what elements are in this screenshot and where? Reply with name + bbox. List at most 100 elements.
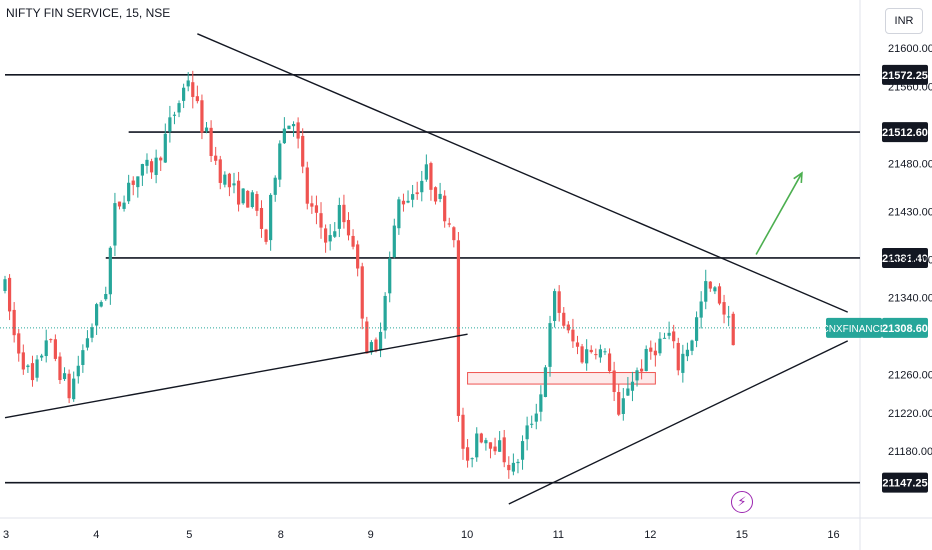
candle-body xyxy=(406,201,409,203)
candle-body xyxy=(196,96,199,101)
candle-body xyxy=(191,82,194,97)
candle-body xyxy=(498,440,501,452)
candle-body xyxy=(13,310,16,335)
candle-body xyxy=(686,350,689,356)
symbol-tag-label: CNXFINANCE xyxy=(821,324,886,335)
candle-body xyxy=(484,440,487,443)
candle-body xyxy=(319,213,322,227)
lightning-icon[interactable]: ⚡ xyxy=(731,491,753,513)
arrow-shaft xyxy=(756,173,802,255)
candle-body xyxy=(347,220,350,235)
candle-body xyxy=(480,434,483,443)
candle-body xyxy=(251,192,254,207)
candle-body xyxy=(132,181,135,185)
x-tick-label: 9 xyxy=(368,529,374,541)
candle-body xyxy=(700,301,703,317)
candle-body xyxy=(471,458,474,459)
candle-body xyxy=(292,124,295,126)
zone-box xyxy=(468,373,656,385)
candle-body xyxy=(246,191,249,208)
candle-body xyxy=(658,339,661,354)
candle-body xyxy=(553,291,556,321)
candle-body xyxy=(35,359,38,377)
chart-title: NIFTY FIN SERVICE, 15, NSE xyxy=(6,6,170,20)
candle-body xyxy=(155,158,158,175)
candle-body xyxy=(663,338,666,339)
candle-body xyxy=(576,342,579,346)
horizontal-levels: 21572.25 21512.60 21381.40 21147.25 xyxy=(5,65,928,493)
x-tick-label: 4 xyxy=(93,529,99,541)
currency-button[interactable]: INR xyxy=(885,8,923,34)
candle-body xyxy=(150,161,153,172)
candle-body xyxy=(599,349,602,357)
candle-body xyxy=(214,156,217,161)
candle-body xyxy=(68,374,71,398)
candle-body xyxy=(77,366,80,376)
candle-body xyxy=(164,134,167,163)
candle-body xyxy=(141,164,144,176)
candle-body xyxy=(420,181,423,192)
candle-body xyxy=(145,160,148,166)
candle-body xyxy=(590,350,593,352)
candle-body xyxy=(72,379,75,400)
candle-body xyxy=(718,286,721,303)
candle-body xyxy=(301,136,304,167)
candle-body xyxy=(388,258,391,293)
candle-body xyxy=(283,129,286,144)
y-tick-label: 21600.00 xyxy=(888,43,932,55)
candle-body xyxy=(544,367,547,397)
candle-body xyxy=(297,122,300,138)
candle-body xyxy=(205,128,208,132)
candle-body xyxy=(219,159,222,183)
y-tick-label: 21380.00 xyxy=(888,254,932,266)
candle-body xyxy=(493,447,496,452)
candle-body xyxy=(81,350,84,365)
candle-body xyxy=(635,370,638,380)
candle-body xyxy=(26,366,29,367)
x-tick-label: 3 xyxy=(3,529,9,541)
candle-body xyxy=(539,394,542,411)
candle-body xyxy=(63,373,66,379)
candle-body xyxy=(54,339,57,359)
candle-body xyxy=(677,343,680,370)
trendline xyxy=(5,334,468,417)
trendlines xyxy=(5,34,848,504)
level-price-label: 21147.25 xyxy=(882,478,927,490)
x-tick-label: 10 xyxy=(461,529,473,541)
candle-body xyxy=(645,349,648,371)
consolidation-zone xyxy=(468,373,656,385)
candle-body xyxy=(242,189,245,204)
candle-body xyxy=(475,433,478,457)
x-tick-label: 15 xyxy=(736,529,748,541)
candle-body xyxy=(439,194,442,199)
candle-body xyxy=(425,164,428,179)
candle-body xyxy=(173,115,176,116)
candle-body xyxy=(503,437,506,462)
candle-body xyxy=(649,348,652,352)
candle-body xyxy=(113,203,116,245)
x-tick-label: 16 xyxy=(827,529,839,541)
candle-body xyxy=(379,332,382,350)
candle-body xyxy=(356,244,359,268)
candle-body xyxy=(333,231,336,237)
candle-body xyxy=(274,178,277,195)
candle-body xyxy=(443,196,446,222)
candle-body xyxy=(338,205,341,229)
candle-body xyxy=(448,223,451,224)
candle-body xyxy=(329,235,332,241)
candle-body xyxy=(434,187,437,201)
candle-body xyxy=(535,414,538,422)
candle-body xyxy=(704,281,707,302)
candle-body xyxy=(452,227,455,240)
candle-body xyxy=(713,287,716,291)
candle-body xyxy=(182,88,185,101)
candle-body xyxy=(100,302,103,306)
candle-body xyxy=(310,203,313,206)
candle-body xyxy=(45,340,48,356)
candle-body xyxy=(187,80,190,86)
candle-body xyxy=(512,463,515,472)
candle-body xyxy=(580,346,583,362)
candle-body xyxy=(466,447,469,460)
candle-body xyxy=(177,103,180,112)
